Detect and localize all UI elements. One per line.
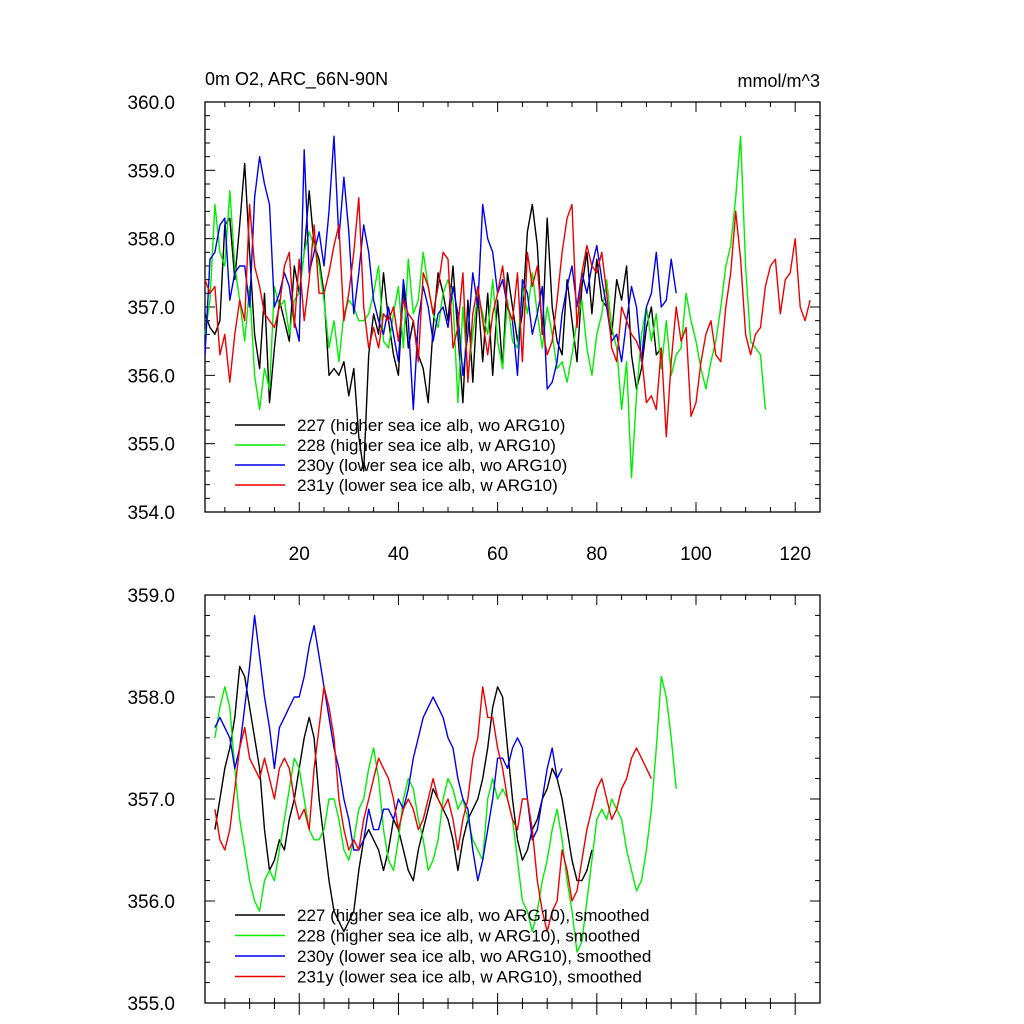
y-tick-label: 354.0 xyxy=(127,503,175,524)
legend-label-230y: 230y (lower sea ice alb, wo ARG10) xyxy=(297,456,567,475)
y-tick-label: 359.0 xyxy=(127,161,175,182)
x-tick-label: 80 xyxy=(586,544,607,565)
x-tick-label: 40 xyxy=(388,544,409,565)
x-tick-label: 60 xyxy=(487,544,508,565)
y-tick-label: 355.0 xyxy=(127,994,175,1015)
x-tick-label: 100 xyxy=(680,544,712,565)
y-tick-label: 357.0 xyxy=(127,298,175,319)
legend-label-228: 228 (higher sea ice alb, w ARG10), smoot… xyxy=(297,927,640,946)
legend-label-230y: 230y (lower sea ice alb, wo ARG10), smoo… xyxy=(297,947,651,966)
y-tick-label: 359.0 xyxy=(127,586,175,607)
chart-title: 0m O2, ARC_66N-90N xyxy=(205,69,388,90)
legend-label-231y: 231y (lower sea ice alb, w ARG10) xyxy=(297,476,558,495)
y-tick-label: 356.0 xyxy=(127,892,175,913)
y-tick-label: 356.0 xyxy=(127,366,175,387)
y-tick-label: 360.0 xyxy=(127,93,175,114)
series-line-227 xyxy=(214,665,593,933)
x-tick-label: 20 xyxy=(289,544,310,565)
legend-label-231y: 231y (lower sea ice alb, w ARG10), smoot… xyxy=(297,968,642,987)
series-line-228 xyxy=(204,135,767,479)
x-tick-label: 120 xyxy=(779,544,811,565)
series-line-227 xyxy=(204,162,662,472)
series-line-230y xyxy=(214,614,563,882)
y-tick-label: 357.0 xyxy=(127,790,175,811)
legend-label-228: 228 (higher sea ice alb, w ARG10) xyxy=(297,436,556,455)
legend-label-227: 227 (higher sea ice alb, wo ARG10) xyxy=(297,416,565,435)
top-panel: 20 40 60 80 100 120 354.0 355.0 356.0 357.0 358.0 3… xyxy=(127,93,821,565)
y-tick-label: 358.0 xyxy=(127,230,175,251)
legend-label-227: 227 (higher sea ice alb, wo ARG10), smoo… xyxy=(297,906,649,925)
bottom-panel: 355.0 356.0 357.0 358.0 359.0 227 (higher sea… xyxy=(127,586,821,1015)
y-tick-label: 355.0 xyxy=(127,435,175,456)
y-tick-label: 358.0 xyxy=(127,688,175,709)
units-label: mmol/m^3 xyxy=(738,71,820,91)
series-line-228 xyxy=(214,675,677,953)
series-line-231y xyxy=(204,196,811,438)
series-line-231y xyxy=(214,686,653,933)
